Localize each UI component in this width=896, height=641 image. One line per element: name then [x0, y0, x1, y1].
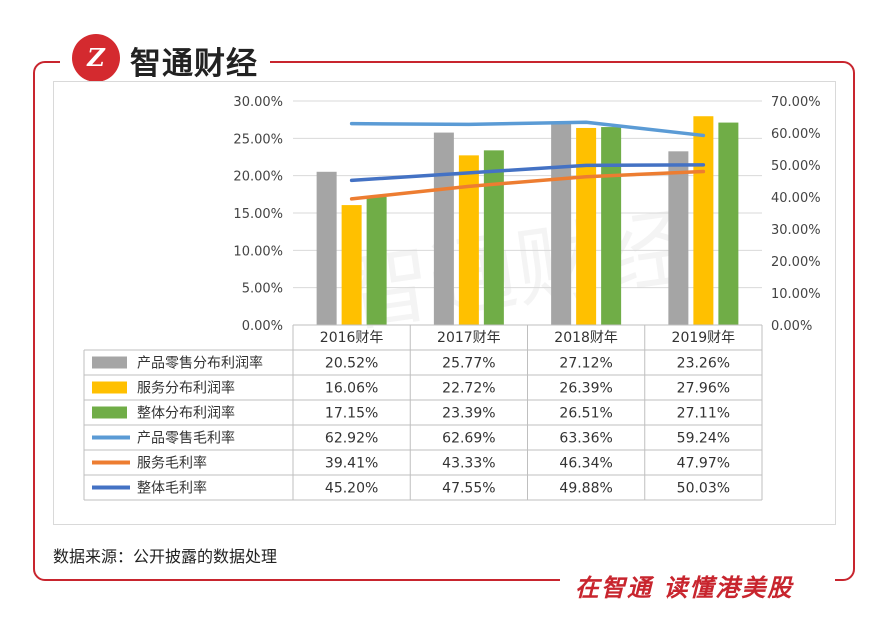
data-label: 62.92%: [325, 431, 378, 447]
bar: [458, 155, 479, 325]
data-label: 45.20%: [325, 481, 378, 497]
legend-label: 产品零售分布利润率: [137, 355, 263, 372]
data-label: 63.36%: [559, 431, 612, 447]
data-label: 47.55%: [442, 481, 495, 497]
y-right-tick-label: 20.00%: [771, 255, 821, 270]
slogan-backdrop: [560, 566, 835, 600]
logo-icon: Z: [72, 34, 120, 82]
data-label: 49.88%: [559, 481, 612, 497]
data-label: 27.96%: [677, 381, 730, 397]
bar: [316, 171, 337, 325]
data-label: 23.39%: [442, 406, 495, 422]
bar: [718, 122, 739, 325]
bar: [576, 127, 597, 325]
data-label: 59.24%: [677, 431, 730, 447]
data-label: 27.12%: [559, 356, 612, 372]
data-label: 25.77%: [442, 356, 495, 372]
data-label: 16.06%: [325, 381, 378, 397]
slogan-text: 在智通 读懂港美股: [575, 574, 794, 602]
series-line: [349, 120, 706, 138]
data-label: 26.51%: [559, 406, 612, 422]
category-label: 2018财年: [554, 330, 618, 346]
y-right-tick-label: 0.00%: [771, 319, 812, 334]
source-note: 数据来源：公开披露的数据处理: [53, 547, 278, 566]
y-left-tick-label: 0.00%: [242, 319, 283, 334]
data-label: 17.15%: [325, 406, 378, 422]
data-label: 46.34%: [559, 456, 612, 472]
category-label: 2019财年: [672, 330, 736, 346]
y-right-tick-label: 40.00%: [771, 191, 821, 206]
data-label: 39.41%: [325, 456, 378, 472]
data-label: 23.26%: [677, 356, 730, 372]
legend-swatch: [92, 406, 127, 419]
y-right-tick-label: 60.00%: [771, 127, 821, 142]
bar: [366, 196, 387, 325]
bar: [433, 132, 454, 325]
bar: [668, 151, 689, 325]
category-label: 2016财年: [320, 330, 384, 346]
category-label: 2017财年: [437, 330, 501, 346]
legend-label: 整体分布利润率: [137, 405, 235, 422]
legend-swatch: [92, 381, 127, 394]
y-right-tick-label: 30.00%: [771, 223, 821, 238]
legend-label: 整体毛利率: [137, 480, 207, 497]
watermark-text: 智通财经: [339, 198, 694, 345]
data-label: 43.33%: [442, 456, 495, 472]
data-label: 26.39%: [559, 381, 612, 397]
logo-text: 智通财经: [130, 46, 258, 82]
y-right-tick-label: 10.00%: [771, 287, 821, 302]
legend-label: 服务毛利率: [137, 455, 207, 472]
bar: [341, 205, 362, 325]
legend-label: 产品零售毛利率: [137, 430, 235, 447]
y-right-tick-label: 50.00%: [771, 159, 821, 174]
y-left-tick-label: 25.00%: [233, 132, 283, 147]
data-label: 62.69%: [442, 431, 495, 447]
y-left-tick-label: 10.00%: [233, 244, 283, 259]
y-right-tick-label: 70.00%: [771, 95, 821, 110]
legend-label: 服务分布利润率: [137, 380, 235, 397]
series-line: [349, 163, 706, 183]
y-left-tick-label: 20.00%: [233, 170, 283, 185]
data-label: 20.52%: [325, 356, 378, 372]
bar: [483, 150, 504, 325]
y-left-tick-label: 15.00%: [233, 207, 283, 222]
data-label: 50.03%: [677, 481, 730, 497]
chart-panel: [53, 81, 836, 525]
bar: [601, 127, 622, 325]
card-frame: [33, 61, 855, 581]
data-label: 47.97%: [677, 456, 730, 472]
bar: [693, 116, 714, 326]
y-left-tick-label: 5.00%: [242, 282, 283, 297]
y-left-tick-label: 30.00%: [233, 95, 283, 110]
bar: [551, 122, 572, 325]
data-label: 27.11%: [677, 406, 730, 422]
data-label: 22.72%: [442, 381, 495, 397]
legend-swatch: [92, 356, 127, 369]
series-line: [349, 169, 706, 201]
